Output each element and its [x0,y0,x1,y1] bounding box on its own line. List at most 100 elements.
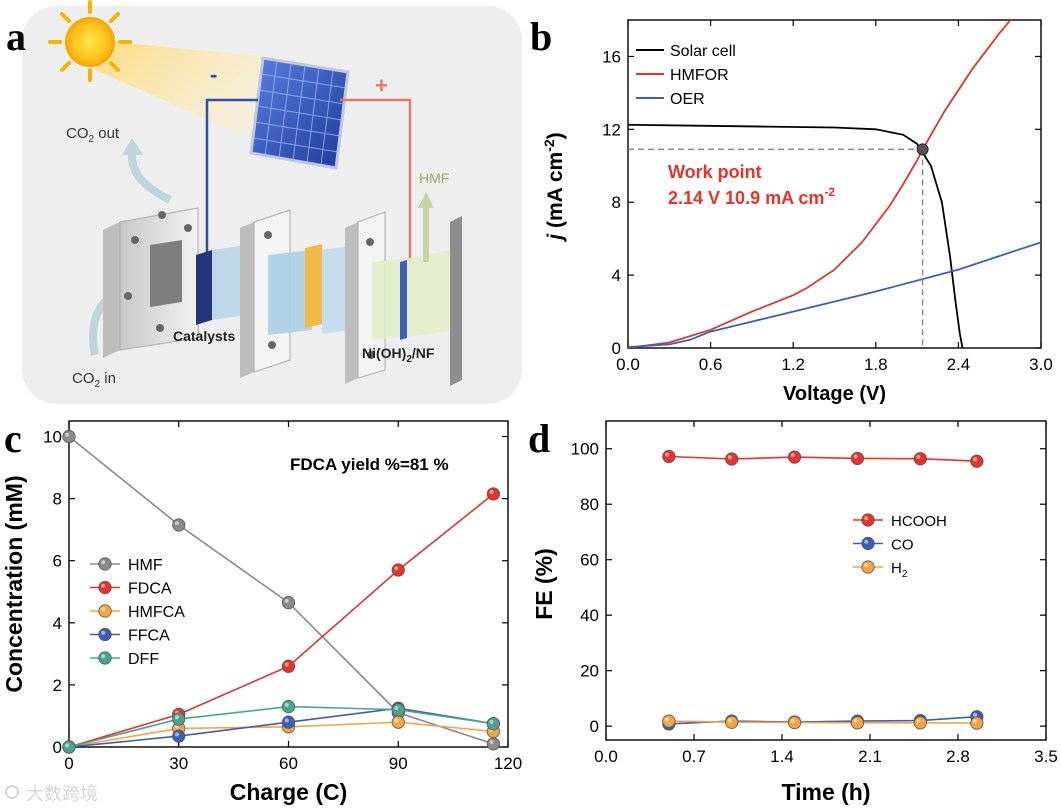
data-point-hcooh [970,454,984,468]
watermark-logo-icon [5,785,19,799]
data-point-h [725,715,739,729]
y-tick-label: 16 [602,47,621,66]
x-tick-label: 3.0 [1029,355,1053,374]
data-point-hcooh [725,452,739,466]
work-point-marker [916,143,929,156]
legend-marker-dff-highlight [101,654,106,659]
data-point-hcooh [913,452,927,466]
data-point-hcooh [787,450,802,464]
series-line-h [668,720,977,724]
x-tick-label: 0 [64,754,73,773]
data-point-hcooh [850,451,865,466]
work-point-value: 2.14 V 10.9 mA cm-2 [668,185,835,208]
y-tick-label: 0 [53,738,62,757]
x-tick-label: 1.8 [864,355,888,374]
data-point-dff-highlight [284,702,289,707]
legend-label-hmf: HMF [128,557,163,574]
back-plate [450,216,462,386]
x-tick-label: 60 [279,754,298,773]
data-point-fdca-highlight [489,490,494,495]
y-tick-label: 40 [580,606,599,625]
x-tick-label: 120 [494,754,522,773]
data-point-ffca [172,729,186,743]
co2-out-arrow [127,149,172,204]
watermark-text: 大数跨境 [26,784,98,804]
series-line-hmfca [68,721,494,748]
series-line-oer [628,241,1041,348]
data-point-fdca [281,659,296,673]
plot-area-b [628,20,1041,348]
x-tick-label: 90 [389,754,408,773]
series-line-hmfor [628,20,1012,348]
y-tick-label: 4 [53,614,62,633]
end-plate-left [103,207,199,358]
x-tick-label: 2.4 [947,355,971,374]
data-point-h [913,716,927,730]
panel-a-schematic: - + CO2 out CO2 in [22,0,522,404]
co2-out-label: CO2 out [66,125,120,145]
x-tick-label: 2.8 [946,747,970,766]
yield-annotation: FDCA yield %=81 % [290,455,449,474]
catalysts-label: Catalysts [173,328,235,344]
legend-label-co: CO [891,537,914,554]
x-tick-label: 3.5 [1034,747,1058,766]
legend-label-hmfor: HMFOR [670,67,729,84]
y-tick-label: 0 [590,717,599,736]
positive-wire [340,98,412,262]
panel-label-c: c [4,416,22,461]
legend-marker-hcooh-highlight [864,516,869,521]
legend-label-ffca: FFCA [128,628,170,645]
legend-label-solar-cell: Solar cell [670,43,736,60]
data-point-hmf [62,429,76,444]
solar-panel-icon [249,56,350,170]
x-tick-label: 0.7 [682,747,706,766]
y-tick-label: 4 [612,266,621,285]
y-axis-label-sup: -2 [541,139,557,152]
anolyte [372,256,425,340]
legend-label-oer: OER [670,91,705,108]
ni-electrode [400,260,407,340]
legend-marker-h [861,560,875,574]
legend-label-hmfca: HMFCA [128,604,185,621]
y-tick-label: 80 [580,495,599,514]
data-point-hmf-highlight [174,521,179,526]
plot-frame [627,19,1042,349]
x-tick-label: 1.2 [781,355,805,374]
data-point-hcooh-highlight [916,454,921,459]
legend-marker-hmf-highlight [101,560,106,565]
legend-marker-fdca [98,580,112,595]
membrane-blue [268,250,312,335]
data-point-hcooh-highlight [727,455,732,460]
y-axis-label-italic: j [544,233,567,243]
data-point-dff [486,717,500,731]
x-axis-label: Voltage (V) [783,383,886,405]
y-tick-label: 6 [53,552,62,571]
end-plate-right [345,211,386,384]
sun-beam [95,40,300,160]
legend-label-fdca: FDCA [128,581,172,598]
negative-wire [205,98,258,262]
plus-sign: + [375,73,388,98]
y-tick-label: 8 [53,490,62,509]
data-point-dff [172,712,186,726]
data-point-dff [391,703,405,717]
data-point-hcooh [662,449,676,464]
y-tick-label: 100 [571,440,599,459]
legend-label-hcooh: HCOOH [891,513,947,530]
chart-c: 0 30 60 90 120 0 2 4 6 8 10 FDCA yield %=81 % HMF FDC… [1,420,522,805]
series-line-hcooh [668,455,977,462]
x-tick-label: 0.6 [699,355,723,374]
data-point-hcooh-highlight [790,453,795,458]
work-point-label: Work point [668,162,762,182]
legend-marker-co-highlight [864,539,869,544]
panel-label-a: a [6,14,26,59]
series-line-solar-cell [628,123,964,348]
panel-label-b: b [530,14,552,59]
data-point-co-highlight [973,712,978,717]
y-axis-label: Concentration (mM) [1,475,27,692]
data-point-fdca-highlight [284,662,289,667]
y-axis-label: FE (%) [531,548,557,620]
x-tick-label: 0.0 [594,747,618,766]
data-point-h [662,714,676,728]
